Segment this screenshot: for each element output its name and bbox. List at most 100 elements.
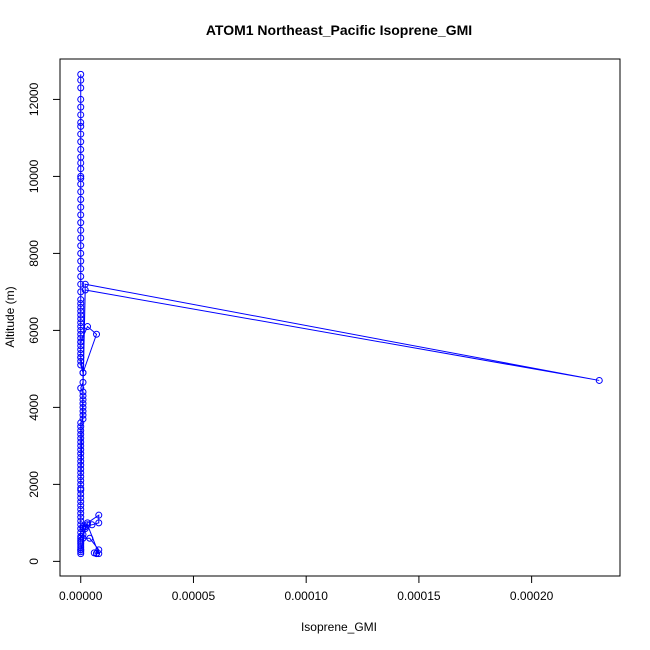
data-point — [79, 415, 87, 423]
x-axis-label: Isoprene_GMI — [301, 620, 377, 634]
data-point — [79, 530, 87, 538]
data-point — [77, 311, 85, 319]
data-point — [77, 334, 85, 342]
data-point — [79, 396, 87, 404]
data-point — [77, 326, 85, 334]
data-point — [77, 288, 85, 296]
data-point — [93, 330, 101, 338]
data-point — [77, 517, 85, 525]
data-point — [81, 286, 89, 294]
data-point — [77, 538, 85, 546]
y-tick-label: 0 — [27, 558, 41, 565]
data-point — [77, 473, 85, 481]
x-tick-label: 0.00000 — [59, 589, 103, 603]
data-point — [90, 549, 98, 557]
data-point — [77, 111, 85, 119]
data-point — [77, 257, 85, 265]
data-point — [77, 521, 85, 529]
data-point — [77, 446, 85, 454]
y-tick-label: 10000 — [27, 159, 41, 193]
data-point — [79, 403, 87, 411]
data-point — [77, 211, 85, 219]
data-point — [77, 196, 85, 204]
data-point — [77, 353, 85, 361]
x-tick-label: 0.00005 — [172, 589, 216, 603]
x-tick-label: 0.00020 — [510, 589, 554, 603]
y-tick-label: 2000 — [27, 471, 41, 498]
data-point — [77, 273, 85, 280]
data-point — [77, 494, 85, 502]
y-tick-label: 8000 — [27, 240, 41, 267]
data-point — [79, 369, 87, 377]
data-point — [77, 349, 85, 357]
data-point — [77, 461, 85, 469]
data-point — [79, 392, 87, 400]
data-point — [88, 521, 96, 529]
data-point — [77, 84, 85, 92]
data-point — [95, 519, 103, 527]
x-tick-label: 0.00015 — [397, 589, 441, 603]
y-axis: 0 2000 4000 6000 8000 10000 12000 — [27, 82, 61, 565]
data-point — [77, 226, 85, 234]
data-point — [77, 430, 85, 438]
data-point — [77, 361, 85, 369]
data-point — [77, 442, 85, 450]
data-point — [79, 378, 87, 386]
data-point — [77, 219, 85, 227]
data-point — [77, 486, 85, 494]
data-point — [95, 550, 103, 558]
data-point — [77, 296, 85, 304]
data-point — [77, 307, 85, 315]
data-point — [77, 234, 85, 242]
data-point — [77, 542, 85, 550]
data-point — [79, 534, 87, 542]
data-point — [77, 242, 85, 250]
data-point — [79, 388, 87, 396]
data-point — [77, 172, 85, 180]
data-point — [77, 130, 85, 138]
data-point — [77, 203, 85, 211]
data-point — [77, 469, 85, 477]
data-point — [77, 280, 85, 288]
chart-title: ATOM1 Northeast_Pacific Isoprene_GMI — [206, 22, 472, 38]
series-line — [80, 74, 600, 556]
data-point — [77, 357, 85, 365]
y-tick-label: 12000 — [27, 82, 41, 116]
data-point — [77, 95, 85, 103]
plot-frame — [59, 58, 621, 577]
data-point — [86, 534, 94, 542]
y-tick-label: 4000 — [27, 394, 41, 421]
data-point — [77, 303, 85, 311]
data-point — [79, 407, 87, 415]
data-point — [77, 457, 85, 465]
data-point — [77, 165, 85, 173]
data-point — [77, 323, 85, 331]
data-point — [77, 180, 85, 188]
data-point — [77, 534, 85, 542]
data-point — [77, 249, 85, 257]
data-point — [77, 423, 85, 431]
data-point — [77, 498, 85, 506]
data-point — [77, 319, 85, 327]
data-point — [84, 323, 91, 331]
data-point — [77, 188, 85, 196]
x-tick-label: 0.00010 — [284, 589, 328, 603]
data-point — [595, 376, 603, 384]
data-point — [77, 384, 85, 392]
data-point — [77, 550, 85, 558]
data-point — [77, 103, 85, 111]
data-point — [77, 419, 85, 427]
data-point — [77, 346, 85, 354]
data-point — [77, 342, 85, 350]
data-point — [77, 453, 85, 461]
data-point — [84, 519, 91, 527]
data-point — [77, 122, 85, 130]
data-point — [77, 434, 85, 442]
data-point — [77, 265, 85, 273]
data-point — [77, 490, 85, 498]
x-axis: 0.00000 0.00005 0.00010 0.00015 0.00020 — [59, 575, 554, 603]
data-point — [77, 450, 85, 458]
data-point — [77, 438, 85, 446]
series-layer — [77, 70, 603, 558]
